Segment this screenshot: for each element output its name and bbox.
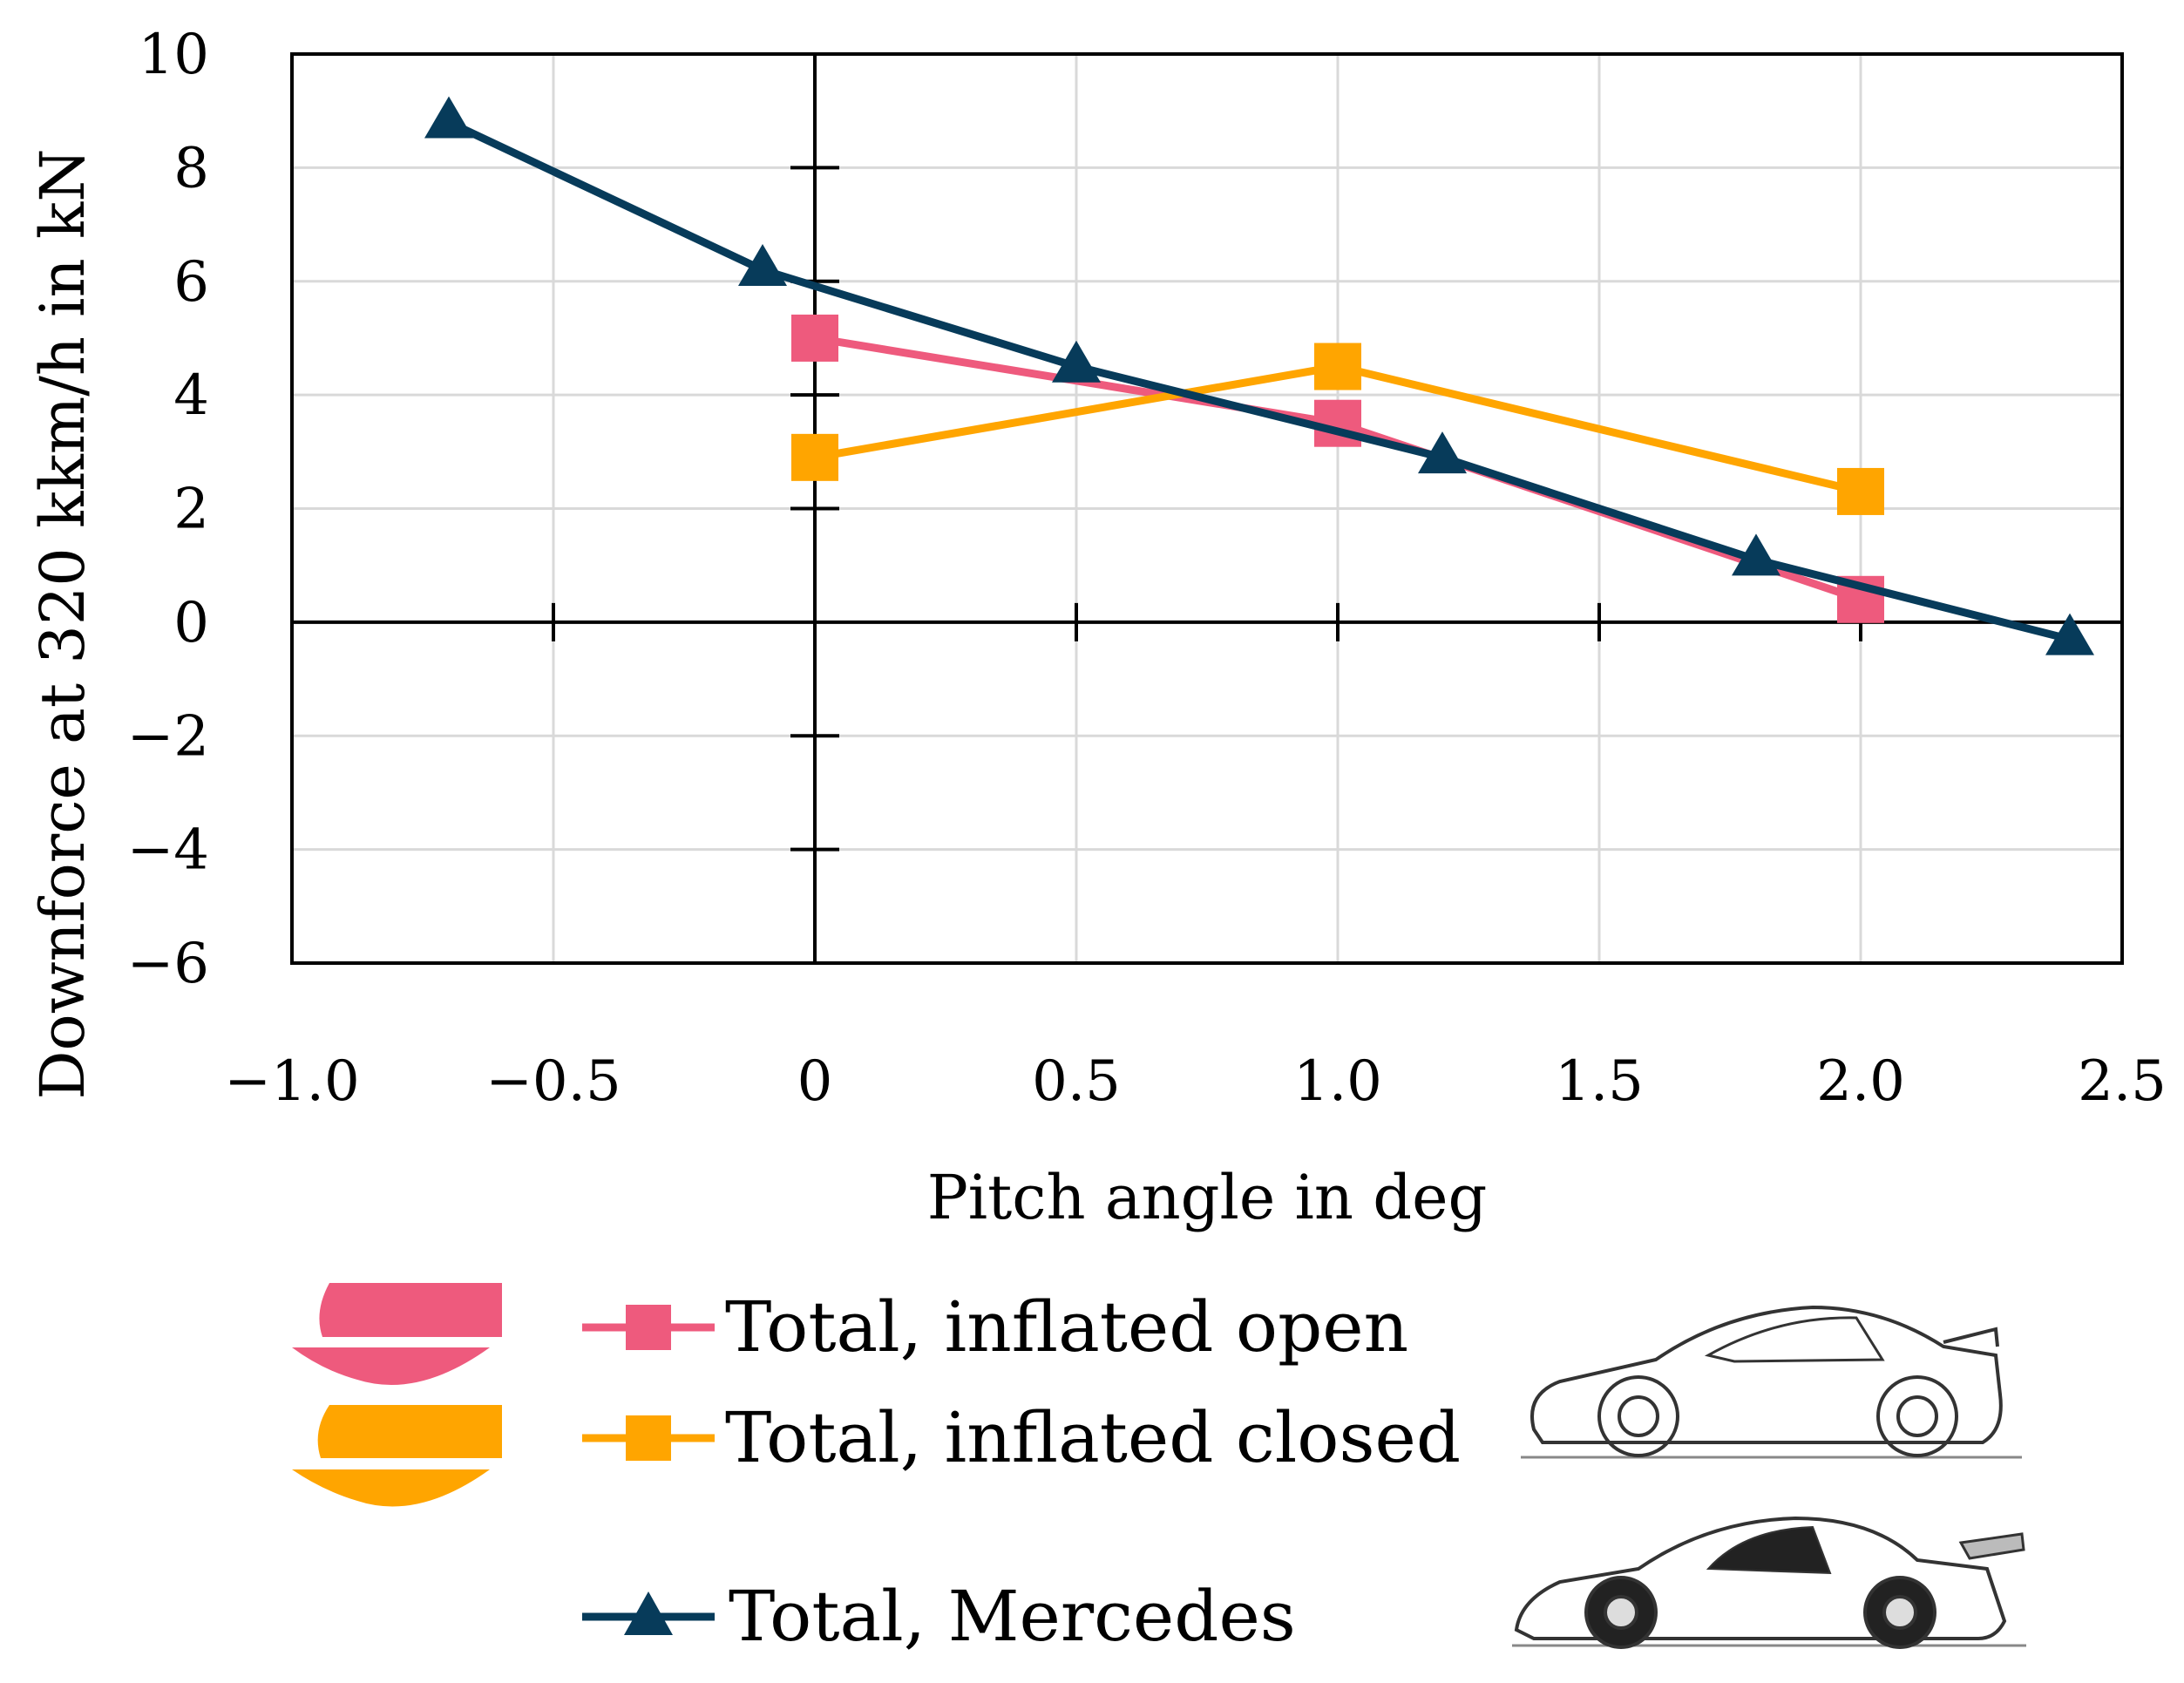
data-point-total-mercedes-2 xyxy=(1052,340,1101,383)
y-tick-label-7: 8 xyxy=(173,136,209,200)
x-tick-label-1: −0.5 xyxy=(485,1049,621,1114)
x-axis-title: Pitch angle in deg xyxy=(927,1162,1488,1233)
y-tick-label-6: 6 xyxy=(173,250,209,315)
x-tick-label-5: 1.5 xyxy=(1555,1049,1644,1114)
data-point-total-mercedes-3 xyxy=(1418,431,1467,474)
y-tick-label-5: 4 xyxy=(173,363,209,428)
x-tick-label-6: 2.0 xyxy=(1816,1049,1905,1114)
sports-car-sketch-icon xyxy=(1521,1305,2022,1459)
legend-label-open: Total, inflated open xyxy=(725,1286,1408,1367)
x-tick-label-7: 2.5 xyxy=(2078,1049,2167,1114)
y-tick-label-4: 2 xyxy=(173,478,209,542)
data-point-total-inflated-closed-0 xyxy=(791,433,838,481)
x-tick-label-3: 0.5 xyxy=(1032,1049,1121,1114)
data-point-total-inflated-closed-2 xyxy=(1837,467,1884,515)
legend-marker-mercedes xyxy=(624,1591,673,1635)
plot-frame xyxy=(290,52,2124,965)
tick-layer: −1.0 −0.5 0 0.5 1.0 1.5 2.0 2.5 −6 −4 −2 0 2 4 6 8 10 xyxy=(127,23,2167,1114)
legend-marker-open xyxy=(626,1305,671,1350)
y-tick-label-2: −2 xyxy=(127,704,209,769)
y-tick-label-0: −6 xyxy=(127,932,209,996)
x-tick-label-2: 0 xyxy=(797,1049,833,1114)
orange-profile-shape-icon xyxy=(292,1405,502,1507)
data-point-total-mercedes-5 xyxy=(2045,613,2094,655)
data-point-total-mercedes-1 xyxy=(738,243,787,286)
x-tick-label-4: 1.0 xyxy=(1293,1049,1382,1114)
x-tick-label-0: −1.0 xyxy=(224,1049,359,1114)
data-point-total-inflated-open-0 xyxy=(791,314,838,362)
series-line-total-mercedes xyxy=(447,119,2072,643)
data-point-total-inflated-closed-1 xyxy=(1314,343,1361,390)
y-tick-label-3: 0 xyxy=(173,591,209,655)
pink-profile-shape-icon xyxy=(292,1283,502,1385)
y-axis-title: Downforce at 320 kkm/h in kN xyxy=(27,148,98,1099)
y-tick-label-1: −4 xyxy=(127,818,209,883)
legend: Total, inflated open Total, inflated clo… xyxy=(292,1283,2026,1657)
legend-label-mercedes: Total, Mercedes xyxy=(729,1576,1296,1657)
data-point-total-mercedes-0 xyxy=(424,96,473,139)
y-tick-label-8: 10 xyxy=(139,23,209,87)
legend-marker-closed xyxy=(626,1415,671,1461)
race-car-sketch-icon xyxy=(1512,1516,2026,1649)
legend-label-closed: Total, inflated closed xyxy=(725,1397,1461,1478)
data-point-total-mercedes-4 xyxy=(1732,533,1780,576)
series-layer xyxy=(424,96,2094,655)
